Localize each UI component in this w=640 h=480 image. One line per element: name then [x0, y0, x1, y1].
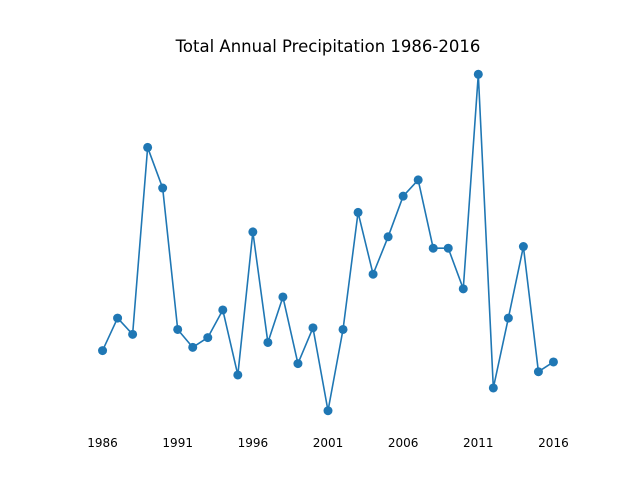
- data-point-2000: [308, 323, 318, 333]
- data-point-1986: [98, 346, 108, 356]
- data-point-2005: [383, 232, 393, 242]
- data-point-2008: [428, 243, 438, 253]
- data-point-2012: [488, 383, 498, 393]
- data-point-1989: [143, 142, 153, 152]
- data-point-1991: [173, 324, 183, 334]
- data-point-2001: [323, 406, 333, 416]
- series-layer: [98, 69, 558, 416]
- x-tick-label-2016: 2016: [538, 436, 569, 450]
- series-line: [101, 73, 554, 412]
- data-point-2014: [518, 242, 528, 252]
- data-point-1990: [158, 183, 168, 193]
- data-point-2011: [473, 69, 483, 79]
- data-point-2006: [398, 191, 408, 201]
- data-point-2015: [533, 367, 543, 377]
- data-point-1987: [113, 313, 123, 323]
- chart-title: Total Annual Precipitation 1986-2016: [175, 37, 481, 56]
- x-tick-label-2001: 2001: [313, 436, 344, 450]
- data-point-2009: [443, 243, 453, 253]
- x-tick-label-1991: 1991: [162, 436, 193, 450]
- data-point-2002: [338, 324, 348, 334]
- data-point-2016: [548, 357, 558, 367]
- data-point-1995: [233, 370, 243, 380]
- data-point-1998: [278, 292, 288, 302]
- data-point-2010: [458, 284, 468, 294]
- data-point-2004: [368, 269, 378, 279]
- data-point-1993: [203, 333, 213, 343]
- data-point-1999: [293, 359, 303, 369]
- data-point-2013: [503, 313, 513, 323]
- x-tick-label-1996: 1996: [238, 436, 269, 450]
- data-point-1992: [188, 342, 198, 352]
- data-point-1996: [248, 227, 258, 237]
- x-tick-label-1986: 1986: [87, 436, 118, 450]
- x-tick-label-2011: 2011: [463, 436, 494, 450]
- data-point-2007: [413, 175, 423, 185]
- x-axis-tick-labels: 1986 1991 1996 2001 2006 2011 2016: [87, 436, 568, 450]
- data-point-2003: [353, 207, 363, 217]
- data-point-1994: [218, 305, 228, 315]
- data-point-1997: [263, 337, 273, 347]
- data-point-1988: [128, 329, 138, 339]
- x-tick-label-2006: 2006: [388, 436, 419, 450]
